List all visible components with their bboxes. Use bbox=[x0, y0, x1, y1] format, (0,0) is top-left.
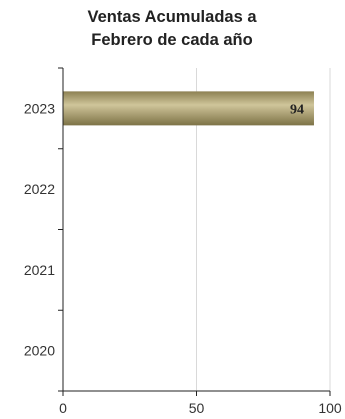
chart-title-line-2: Febrero de cada año bbox=[91, 31, 252, 49]
tick-labels: 2023 94 2022 2021 2020 0 50 100 bbox=[24, 100, 342, 416]
bars bbox=[63, 91, 314, 125]
x-tick-label-0: 0 bbox=[59, 400, 67, 416]
y-tick-label-2020: 2020 bbox=[24, 343, 55, 359]
y-tick-label-2022: 2022 bbox=[24, 181, 55, 197]
y-tick-label-2021: 2021 bbox=[24, 262, 55, 278]
x-tick-label-100: 100 bbox=[318, 400, 342, 416]
bar-2023 bbox=[63, 91, 314, 125]
data-label-2023: 94 bbox=[290, 102, 304, 117]
y-tick-label-2023: 2023 bbox=[24, 100, 55, 116]
chart-title-line-1: Ventas Acumuladas a bbox=[87, 8, 257, 26]
x-tick-label-50: 50 bbox=[189, 400, 205, 416]
